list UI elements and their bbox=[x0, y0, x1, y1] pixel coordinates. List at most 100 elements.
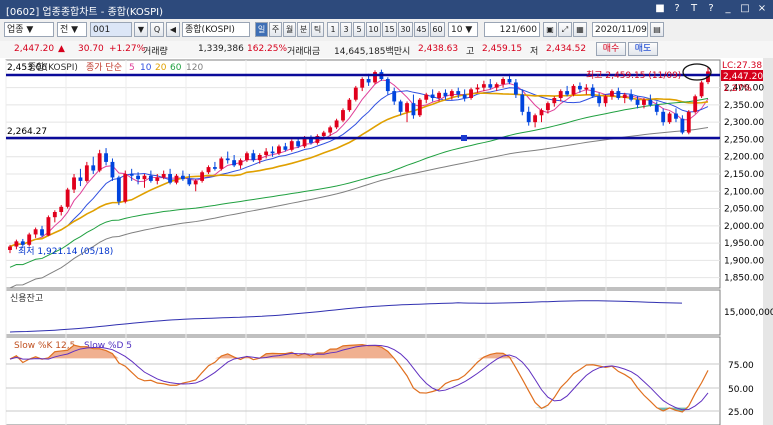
candle bbox=[545, 101, 550, 114]
candle bbox=[347, 98, 352, 112]
top-left-value: 2,453.06 bbox=[7, 63, 47, 73]
stoch-k-line bbox=[9, 344, 709, 413]
period-week-button[interactable]: 주 bbox=[269, 22, 282, 37]
search-icon[interactable]: Q bbox=[150, 22, 164, 37]
maximize-button[interactable]: □ bbox=[740, 3, 750, 14]
expand-icon[interactable]: ⤢ bbox=[558, 22, 572, 37]
period-month-button[interactable]: 월 bbox=[283, 22, 296, 37]
market-select[interactable]: 업종 ▼ bbox=[4, 22, 54, 37]
minimize-button[interactable]: _ bbox=[725, 3, 731, 14]
candle bbox=[430, 89, 435, 102]
candle bbox=[373, 70, 377, 85]
candle bbox=[424, 92, 429, 104]
line-handle[interactable] bbox=[461, 135, 467, 141]
period-select[interactable]: 전 ▼ bbox=[57, 22, 87, 37]
sell-button[interactable]: 매도 bbox=[628, 42, 658, 56]
candle bbox=[257, 153, 262, 164]
amount-value: 14,645,185백만 bbox=[334, 47, 403, 57]
stoch-tick-75: 75.00 bbox=[728, 361, 754, 371]
candle bbox=[539, 108, 544, 123]
candle bbox=[123, 170, 128, 204]
price-value: 2,447.20 bbox=[14, 44, 55, 54]
candle bbox=[180, 170, 185, 181]
chart-area[interactable]: 2,400.00 2,350.00 2,300.00 2,250.00 2,200.00… bbox=[0, 58, 773, 425]
candle bbox=[238, 158, 243, 169]
minute-dropdown[interactable]: 10 ▼ bbox=[448, 22, 478, 37]
ma60-line bbox=[9, 97, 709, 268]
window-title: [0602] 업종종합차트 - 종합(KOSPI) bbox=[6, 7, 164, 18]
volume-label: 거래량 bbox=[143, 47, 168, 57]
candle bbox=[129, 168, 134, 181]
candle bbox=[597, 92, 602, 107]
code-input[interactable]: 001 bbox=[90, 22, 132, 37]
period-day-button[interactable]: 일 bbox=[255, 22, 268, 37]
candle bbox=[148, 170, 153, 183]
count-total: /600 bbox=[516, 25, 537, 35]
index-name: 종합(KOSPI) bbox=[185, 25, 235, 35]
checkbox-icon[interactable]: ▣ bbox=[543, 22, 557, 37]
window-controls: ■ ? T ? _ □ × bbox=[653, 2, 769, 16]
candle bbox=[385, 77, 390, 95]
minute-3-button[interactable]: 3 bbox=[340, 22, 352, 37]
credit-y-tick: 15,000,000 bbox=[724, 308, 773, 318]
candle bbox=[116, 175, 121, 206]
pin-icon[interactable]: ■ bbox=[655, 3, 665, 14]
market-label: 업종 bbox=[7, 25, 24, 35]
candle bbox=[629, 89, 634, 102]
y-tick-label: 2,000.00 bbox=[724, 222, 764, 232]
change-tag: 1.27% bbox=[723, 84, 752, 94]
candle bbox=[136, 172, 140, 185]
buy-button[interactable]: 매수 bbox=[596, 42, 626, 56]
ma-legend-label: 종가 단순 bbox=[86, 62, 122, 73]
minute-45-button[interactable]: 45 bbox=[414, 22, 429, 37]
candle bbox=[648, 94, 653, 107]
y-tick-label: 2,400.00 bbox=[724, 84, 764, 94]
y-tick-label: 2,200.00 bbox=[724, 153, 764, 163]
font-icon[interactable]: T bbox=[690, 3, 698, 14]
candle bbox=[654, 101, 659, 116]
candle bbox=[52, 210, 57, 223]
change-value: 30.70 bbox=[78, 44, 104, 54]
candle bbox=[558, 89, 563, 102]
high-value: 2,459.15 bbox=[482, 44, 523, 54]
minute-60-button[interactable]: 60 bbox=[430, 22, 445, 37]
prev-icon[interactable]: ◀ bbox=[166, 22, 180, 37]
info-icon[interactable]: ? bbox=[708, 3, 714, 14]
candle bbox=[584, 84, 589, 95]
stoch-tick-50: 50.00 bbox=[728, 385, 754, 395]
close-button[interactable]: × bbox=[757, 3, 767, 14]
ma5-legend: 5 bbox=[129, 63, 135, 73]
candle bbox=[212, 161, 217, 171]
candle bbox=[104, 148, 108, 166]
price-tag: 2,447.20 bbox=[723, 72, 763, 82]
vertical-scrollbar[interactable] bbox=[763, 58, 773, 425]
candle bbox=[693, 94, 698, 114]
candle bbox=[590, 84, 595, 98]
y-tick-label: 1,850.00 bbox=[724, 274, 764, 284]
candle bbox=[699, 80, 704, 98]
candle bbox=[353, 85, 358, 102]
minute-10-button[interactable]: 10 bbox=[366, 22, 381, 37]
period-minute-button[interactable]: 분 bbox=[297, 22, 310, 37]
stoch-d-line bbox=[9, 344, 709, 411]
candle bbox=[520, 89, 525, 116]
y-tick-label: 1,950.00 bbox=[724, 239, 764, 249]
count-field[interactable]: 121/600 bbox=[484, 22, 540, 37]
period-tick-button[interactable]: 틱 bbox=[311, 22, 324, 37]
help-icon[interactable]: ? bbox=[674, 3, 680, 14]
calendar-icon[interactable]: ▦ bbox=[573, 22, 587, 37]
minute-30-button[interactable]: 30 bbox=[398, 22, 413, 37]
candle bbox=[603, 94, 608, 107]
grid-icon[interactable]: ▤ bbox=[650, 22, 664, 37]
candle bbox=[475, 84, 480, 93]
candle bbox=[565, 85, 570, 97]
candle bbox=[78, 168, 83, 187]
candle bbox=[411, 94, 416, 119]
candle bbox=[14, 239, 19, 250]
dropdown-arrow-icon[interactable]: ▼ bbox=[134, 22, 148, 37]
index-name-field[interactable]: 종합(KOSPI) bbox=[182, 22, 250, 37]
date-field[interactable]: 2020/11/09 bbox=[592, 22, 648, 37]
minute-15-button[interactable]: 15 bbox=[382, 22, 397, 37]
minute-5-button[interactable]: 5 bbox=[353, 22, 365, 37]
minute-1-button[interactable]: 1 bbox=[327, 22, 339, 37]
